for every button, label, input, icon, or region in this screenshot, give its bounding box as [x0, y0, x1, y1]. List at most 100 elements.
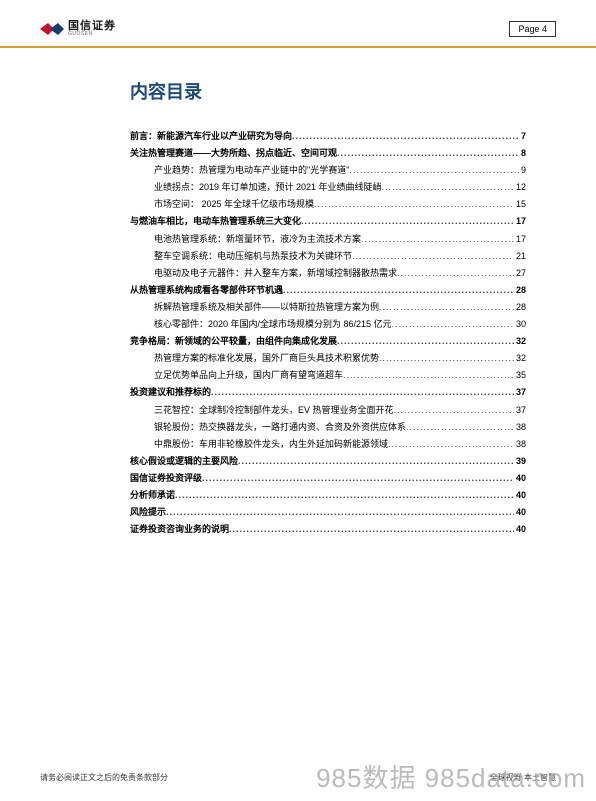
toc-item: 市场空间： 2025 年全球千亿级市场规模 15 [130, 196, 526, 213]
toc-item-page: 32 [514, 333, 526, 350]
toc-dots [382, 179, 514, 196]
page-header: 国信证券 GUOSEN Page 4 [0, 0, 596, 48]
toc-item-page: 28 [514, 282, 526, 299]
toc-item-page: 12 [514, 179, 526, 196]
toc-item: 关注热管理赛道——大势所趋、拐点临近、空间可观 8 [130, 145, 526, 162]
toc-title: 内容目录 [130, 78, 526, 104]
toc-dots [238, 453, 514, 470]
toc-dots [349, 162, 519, 179]
toc-dots [388, 436, 514, 453]
toc-item-label: 竞争格局：新领域的公平较量，由组件向集成化发展 [130, 333, 337, 350]
toc-dots [314, 196, 514, 213]
toc-item-page: 7 [519, 128, 526, 145]
toc-item: 证券投资咨询业务的说明40 [130, 521, 526, 538]
toc-item-label: 银轮股份：热交换器龙头，一路打通内资、合资及外资供应体系 [154, 419, 406, 436]
toc-item-page: 40 [514, 504, 526, 521]
logo-en: GUOSEN [68, 32, 116, 37]
toc-dots [211, 384, 514, 401]
toc-item-page: 8 [519, 145, 526, 162]
toc-item-label: 热管理方案的标准化发展，国外厂商巨头具技术积累优势 [154, 350, 379, 367]
toc-dots [394, 402, 514, 419]
logo: 国信证券 GUOSEN [40, 20, 116, 38]
toc-item-label: 证券投资咨询业务的说明 [130, 521, 229, 538]
toc-item-label: 国信证券投资评级 [130, 470, 202, 487]
toc-item-label: 核心假设或逻辑的主要风险 [130, 453, 238, 470]
toc-dots [202, 470, 514, 487]
toc-item-page: 15 [514, 196, 526, 213]
toc-dots [343, 367, 514, 384]
page-number: Page 4 [518, 24, 547, 34]
toc-dots [361, 231, 514, 248]
toc-item: 电池热管理系统：新增量环节，液冷为主流技术方案 17 [130, 231, 526, 248]
toc-item: 热管理方案的标准化发展，国外厂商巨头具技术积累优势 32 [130, 350, 526, 367]
guosen-logo-icon [40, 20, 64, 38]
toc-item: 从热管理系统构成看各零部件环节机遇 28 [130, 282, 526, 299]
toc-item-label: 三花智控：全球制冷控制部件龙头，EV 热管理业务全面开花 [154, 402, 394, 419]
toc-item: 分析师承诺 40 [130, 487, 526, 504]
toc-item: 产业趋势：热管理为电动车产业链中的"光学赛道" 9 [130, 162, 526, 179]
toc-dots [292, 128, 519, 145]
toc-item: 核心假设或逻辑的主要风险 39 [130, 453, 526, 470]
toc-dots [283, 282, 514, 299]
toc-dots [229, 521, 514, 538]
toc-item-page: 35 [514, 367, 526, 384]
footer-left: 请务必阅读正文之后的免责条款部分 [40, 772, 168, 783]
toc-item-label: 电驱动及电子元器件：并入整车方案，新增域控制器散热需求 [154, 265, 397, 282]
toc-item: 拆解热管理系统及相关部件——以特斯拉热管理方案为例 28 [130, 299, 526, 316]
toc-item-label: 电池热管理系统：新增量环节，液冷为主流技术方案 [154, 231, 361, 248]
toc-item-page: 28 [514, 299, 526, 316]
toc-item-label: 核心零部件：2020 年国内/全球市场规模分别为 86/215 亿元 [154, 316, 392, 333]
toc-item-label: 投资建议和推荐标的 [130, 384, 211, 401]
toc-item-page: 27 [514, 265, 526, 282]
toc-item: 竞争格局：新领域的公平较量，由组件向集成化发展 32 [130, 333, 526, 350]
toc-item-page: 37 [514, 402, 526, 419]
toc-dots [379, 299, 514, 316]
toc-dots [175, 487, 514, 504]
toc-item: 立足优势单品向上升级，国内厂商有望弯道超车 35 [130, 367, 526, 384]
toc-dots [379, 350, 514, 367]
toc-dots [337, 145, 519, 162]
content-area: 内容目录 前言：新能源汽车行业以产业研究为导向7关注热管理赛道——大势所趋、拐点… [0, 48, 596, 538]
toc-item: 三花智控：全球制冷控制部件龙头，EV 热管理业务全面开花 37 [130, 402, 526, 419]
toc-item-page: 17 [514, 231, 526, 248]
toc-item-label: 从热管理系统构成看各零部件环节机遇 [130, 282, 283, 299]
toc-item-label: 市场空间： 2025 年全球千亿级市场规模 [154, 196, 314, 213]
page-number-box: Page 4 [509, 21, 556, 37]
toc-item-label: 中鼎股份：车用非轮橡胶件龙头，内生外延加码新能源领域 [154, 436, 388, 453]
toc-item-label: 整车空调系统：电动压缩机与热泵技术为关键环节 [154, 248, 352, 265]
toc-item: 银轮股份：热交换器龙头，一路打通内资、合资及外资供应体系 38 [130, 419, 526, 436]
toc-item: 整车空调系统：电动压缩机与热泵技术为关键环节 21 [130, 248, 526, 265]
toc-item: 中鼎股份：车用非轮橡胶件龙头，内生外延加码新能源领域38 [130, 436, 526, 453]
toc-dots [337, 333, 514, 350]
toc-item-page: 32 [514, 350, 526, 367]
toc-item: 与燃油车相比，电动车热管理系统三大变化 17 [130, 213, 526, 230]
toc-item-label: 拆解热管理系统及相关部件——以特斯拉热管理方案为例 [154, 299, 379, 316]
toc-list: 前言：新能源汽车行业以产业研究为导向7关注热管理赛道——大势所趋、拐点临近、空间… [130, 128, 526, 538]
toc-item-label: 与燃油车相比，电动车热管理系统三大变化 [130, 213, 301, 230]
toc-item-page: 39 [514, 453, 526, 470]
toc-dots [301, 213, 514, 230]
toc-dots [406, 419, 514, 436]
toc-item: 电驱动及电子元器件：并入整车方案，新增域控制器散热需求 27 [130, 265, 526, 282]
toc-item-label: 产业趋势：热管理为电动车产业链中的"光学赛道" [154, 162, 349, 179]
toc-dots [166, 504, 514, 521]
toc-item-label: 立足优势单品向上升级，国内厂商有望弯道超车 [154, 367, 343, 384]
toc-item-label: 关注热管理赛道——大势所趋、拐点临近、空间可观 [130, 145, 337, 162]
toc-item: 国信证券投资评级 40 [130, 470, 526, 487]
logo-text: 国信证券 GUOSEN [68, 21, 116, 37]
toc-item-page: 37 [514, 384, 526, 401]
toc-item-page: 21 [514, 248, 526, 265]
toc-dots [397, 265, 514, 282]
toc-item-page: 40 [514, 487, 526, 504]
toc-dots [352, 248, 514, 265]
toc-item-page: 40 [514, 470, 526, 487]
toc-item: 前言：新能源汽车行业以产业研究为导向7 [130, 128, 526, 145]
toc-item-label: 业绩拐点：2019 年订单加速，预计 2021 年业绩曲线陡峭 [154, 179, 382, 196]
toc-item-label: 分析师承诺 [130, 487, 175, 504]
toc-item-page: 17 [514, 213, 526, 230]
toc-item: 业绩拐点：2019 年订单加速，预计 2021 年业绩曲线陡峭 12 [130, 179, 526, 196]
toc-item-page: 38 [514, 419, 526, 436]
watermark: 985数据 985data.com [316, 758, 586, 795]
toc-item-page: 9 [519, 162, 526, 179]
toc-dots [392, 316, 514, 333]
